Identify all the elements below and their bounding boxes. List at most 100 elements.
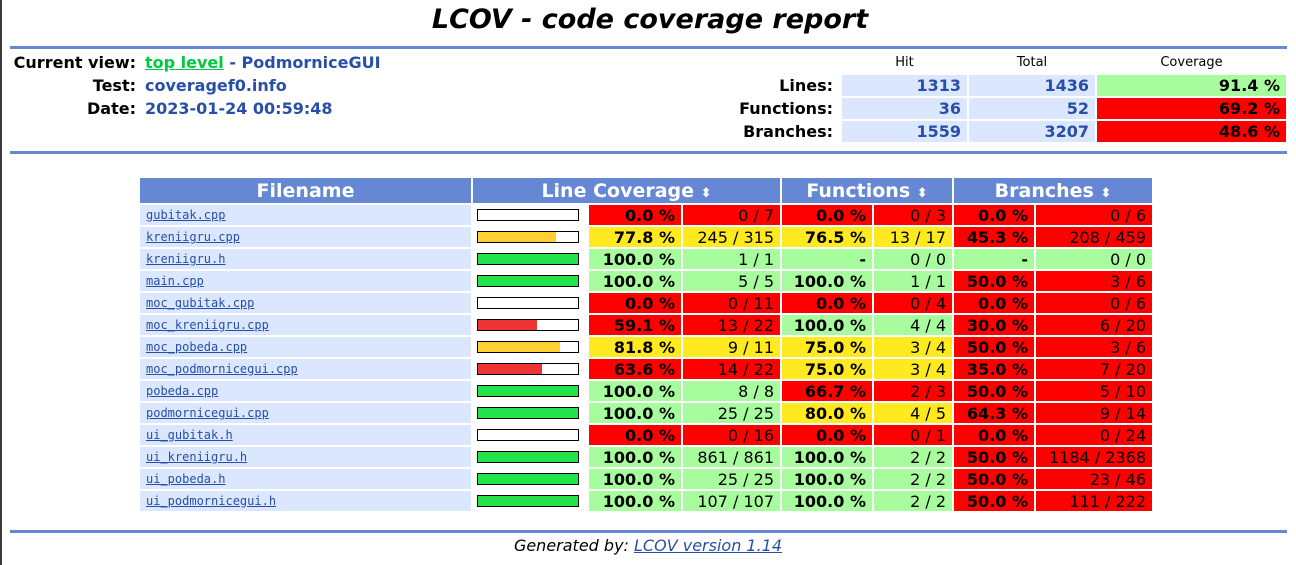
branches-percent: 45.3 % [954,227,1034,247]
line-coverage-percent: 100.0 % [589,249,681,269]
coverage-bar [477,429,579,441]
sort-icon[interactable]: ⬍ [700,185,712,201]
branches-percent: 50.0 % [954,469,1034,489]
functions-header[interactable]: Functions ⬍ [782,178,952,203]
branches-percent: - [954,249,1034,269]
branches-header[interactable]: Branches ⬍ [954,178,1152,203]
functions-percent: 0.0 % [782,425,872,445]
line-coverage-count: 8 / 8 [683,381,780,401]
coverage-bar-cell [473,403,587,423]
line-coverage-count: 0 / 11 [683,293,780,313]
current-view-value: top level - PodmorniceGUI [145,53,381,72]
line-coverage-count: 107 / 107 [683,491,780,511]
window-edge [0,0,2,565]
coverage-bar-cell [473,337,587,357]
file-link[interactable]: pobeda.cpp [146,384,219,398]
branches-count: 1184 / 2368 [1036,447,1152,467]
functions-count: 0 / 1 [874,425,952,445]
coverage-bar-cell [473,381,587,401]
coverage-bar-cell [473,469,587,489]
filename-cell: ui_podmornicegui.h [140,491,471,511]
coverage-bar-cell [473,491,587,511]
functions-count: 3 / 4 [874,337,952,357]
branches-count: 9 / 14 [1036,403,1152,423]
coverage-bar-cell [473,425,587,445]
functions-percent: 66.7 % [782,381,872,401]
line-coverage-count: 14 / 22 [683,359,780,379]
table-row: moc_podmornicegui.cpp 63.6 % 14 / 22 75.0 %… [140,359,1152,379]
functions-percent: 100.0 % [782,447,872,467]
sort-icon[interactable]: ⬍ [916,185,928,201]
line-coverage-percent: 81.8 % [589,337,681,357]
coverage-bar-fill [478,496,578,506]
current-view-label: Current view: [13,53,136,72]
footer: Generated by: LCOV version 1.14 [0,536,1296,555]
lcov-version-link[interactable]: LCOV version 1.14 [634,536,783,555]
filename-cell: podmornicegui.cpp [140,403,471,423]
line-coverage-count: 0 / 7 [683,205,780,225]
file-link[interactable]: moc_podmornicegui.cpp [146,362,298,376]
coverage-bar [477,297,579,309]
footer-prefix: Generated by: [513,536,635,555]
functions-count: 4 / 5 [874,403,952,423]
file-link[interactable]: ui_kreniigru.h [146,450,248,464]
line-coverage-percent: 0.0 % [589,205,681,225]
functions-count: 13 / 17 [874,227,952,247]
branches-count: 0 / 6 [1036,293,1152,313]
line-coverage-count: 861 / 861 [683,447,780,467]
line-coverage-percent: 100.0 % [589,447,681,467]
file-link[interactable]: kreniigru.cpp [146,230,240,244]
file-link[interactable]: moc_gubitak.cpp [146,296,255,310]
line-coverage-percent: 59.1 % [589,315,681,335]
functions-count: 0 / 4 [874,293,952,313]
file-link[interactable]: podmornicegui.cpp [146,406,269,420]
branches-count: 0 / 6 [1036,205,1152,225]
file-link[interactable]: moc_kreniigru.cpp [146,318,269,332]
summary-hit-value: 1559 [842,121,967,142]
branches-count: 0 / 0 [1036,249,1152,269]
functions-percent: 0.0 % [782,205,872,225]
table-row: moc_kreniigru.cpp 59.1 % 13 / 22 100.0 % 4 /… [140,315,1152,335]
file-link[interactable]: ui_pobeda.h [146,472,226,486]
file-link[interactable]: ui_gubitak.h [146,428,233,442]
coverage-bar [477,473,579,485]
filename-cell: gubitak.cpp [140,205,471,225]
functions-percent: 100.0 % [782,491,872,511]
table-row: moc_pobeda.cpp 81.8 % 9 / 11 75.0 % 3 / 4 50.… [140,337,1152,357]
summary-coverage-value: 69.2 % [1097,98,1286,119]
file-link[interactable]: main.cpp [146,274,204,288]
sort-icon[interactable]: ⬍ [1100,185,1112,201]
file-link[interactable]: moc_pobeda.cpp [146,340,248,354]
coverage-bar [477,495,579,507]
page-title: LCOV - code coverage report [431,4,869,35]
branches-percent: 35.0 % [954,359,1034,379]
coverage-bar [477,363,579,375]
header-rule-top [10,46,1287,49]
filename-cell: moc_gubitak.cpp [140,293,471,313]
functions-percent: 100.0 % [782,271,872,291]
coverage-bar-fill [478,320,537,330]
file-link[interactable]: gubitak.cpp [146,208,226,222]
functions-percent: 75.0 % [782,359,872,379]
line-coverage-percent: 0.0 % [589,293,681,313]
coverage-bar-fill [478,474,578,484]
line-coverage-percent: 100.0 % [589,491,681,511]
test-value: coveragef0.info [145,76,287,95]
line-coverage-count: 13 / 22 [683,315,780,335]
line-coverage-header[interactable]: Line Coverage ⬍ [473,178,780,203]
coverage-bar [477,451,579,463]
line-coverage-count: 5 / 5 [683,271,780,291]
summary-row-label: Lines: [779,76,833,95]
top-level-link[interactable]: top level [145,53,224,72]
filename-cell: ui_gubitak.h [140,425,471,445]
branches-percent: 30.0 % [954,315,1034,335]
filename-cell: ui_kreniigru.h [140,447,471,467]
functions-count: 1 / 1 [874,271,952,291]
filename-cell: main.cpp [140,271,471,291]
file-link[interactable]: ui_podmornicegui.h [146,494,277,508]
line-coverage-percent: 63.6 % [589,359,681,379]
branches-count: 208 / 459 [1036,227,1152,247]
summary-row-label: Functions: [739,99,833,118]
file-link[interactable]: kreniigru.h [146,252,226,266]
functions-count: 0 / 3 [874,205,952,225]
